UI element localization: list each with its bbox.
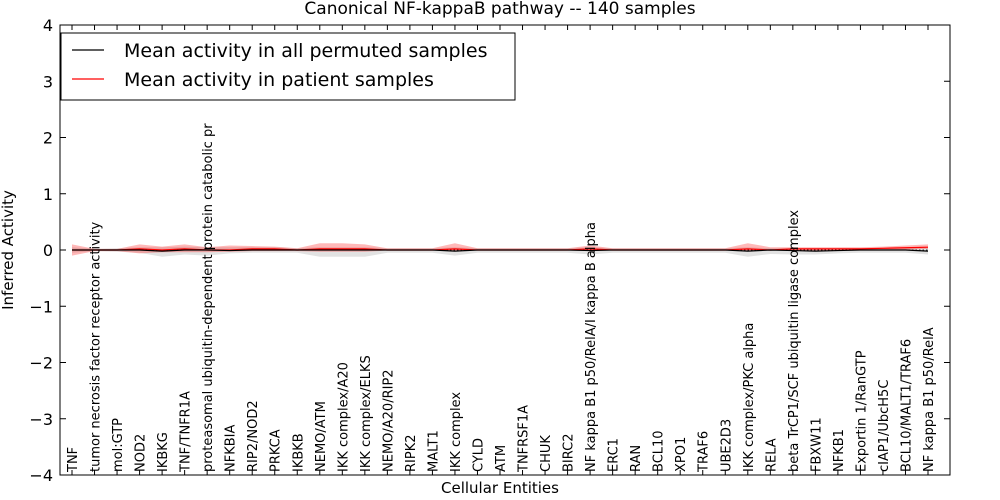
legend-box (60, 32, 516, 101)
x-entity-label: NF kappa B1 p50/RelA/I kappa B alpha (584, 222, 599, 472)
y-tick-label: −3 (29, 410, 53, 429)
x-entity-label: NOD2 (134, 434, 149, 472)
y-tick-label: 1 (43, 185, 53, 204)
y-tick-label: 2 (43, 129, 53, 148)
y-tick-label: −1 (29, 297, 53, 316)
x-entity-label: NFKB1 (832, 429, 847, 472)
x-axis-entity-labels: TNF tumor necrosis factor receptor activi… (66, 25, 937, 475)
x-entity-label: proteasomal ubiquitin-dependent protein … (201, 123, 216, 472)
x-entity-label: RAN (629, 445, 644, 472)
x-entity-label: TRAF6 (697, 431, 712, 473)
x-entity-label: TNFRSF1A (517, 405, 532, 473)
x-entity-label: IKBKG (156, 432, 171, 472)
x-entity-label: TNF/TNFR1A (179, 391, 194, 473)
x-entity-label: NEMO/ATM (314, 401, 329, 472)
x-entity-label: NEMO/A20/RIP2 (381, 369, 396, 472)
y-axis-title: Inferred Activity (0, 190, 17, 310)
x-entity-label: RIPK2 (404, 434, 419, 472)
chart-title: Canonical NF-kappaB pathway -- 140 sampl… (304, 0, 695, 19)
x-entity-label: beta TrCP1/SCF ubiquitin ligase complex (787, 210, 802, 472)
x-entity-label: tumor necrosis factor receptor activity (89, 221, 104, 472)
y-tick-label: −4 (29, 466, 53, 485)
x-entity-label: PRKCA (269, 429, 284, 472)
y-tick-label: 4 (43, 16, 53, 35)
legend: Mean activity in all permuted samples Me… (60, 32, 516, 101)
legend-label-patient: Mean activity in patient samples (124, 69, 434, 91)
x-entity-label: mol:GTP (111, 418, 126, 472)
x-entity-label: cIAP1/UbcH5C (877, 380, 892, 472)
x-entity-label: FBXW11 (809, 417, 824, 472)
legend-label-permuted: Mean activity in all permuted samples (124, 40, 487, 62)
x-entity-label: ERC1 (607, 438, 622, 472)
x-entity-label: RIP2/NOD2 (246, 400, 261, 472)
x-entity-label: IKK complex/A20 (336, 362, 351, 472)
x-entity-label: BIRC2 (562, 434, 577, 473)
x-entity-label: IKBKB (291, 433, 306, 472)
y-axis: −4 −3 −2 −1 0 1 2 3 4 (29, 16, 950, 485)
x-entity-label: Exportin 1/RanGTP (854, 350, 869, 472)
x-entity-label: CHUK (539, 435, 554, 472)
x-entity-label: XPO1 (674, 437, 689, 472)
x-entity-label: IKK complex/PKC alpha (742, 323, 757, 472)
x-entity-label: NF kappa B1 p50/RelA (922, 327, 937, 472)
x-entity-label: ATM (494, 445, 509, 472)
x-entity-label: NFKBIA (224, 425, 239, 472)
x-entity-label: TNF (66, 447, 81, 473)
x-entity-label: BCL10 (652, 430, 667, 472)
x-entity-label: BCL10/MALT1/TRAF6 (900, 339, 915, 472)
x-axis-title: Cellular Entities (441, 479, 559, 497)
permuted-mean-line (72, 249, 929, 252)
x-entity-label: UBE2D3 (719, 419, 734, 472)
series-lines (72, 246, 929, 252)
x-entity-label: MALT1 (426, 430, 441, 472)
y-tick-label: −2 (29, 354, 53, 373)
x-entity-label: IKK complex/ELKS (359, 355, 374, 472)
x-entity-label: IKK complex (449, 392, 464, 472)
x-entity-label: RELA (764, 438, 779, 472)
y-tick-label: 3 (43, 72, 53, 91)
x-entity-label: CYLD (472, 438, 487, 472)
y-tick-label: 0 (43, 241, 53, 260)
